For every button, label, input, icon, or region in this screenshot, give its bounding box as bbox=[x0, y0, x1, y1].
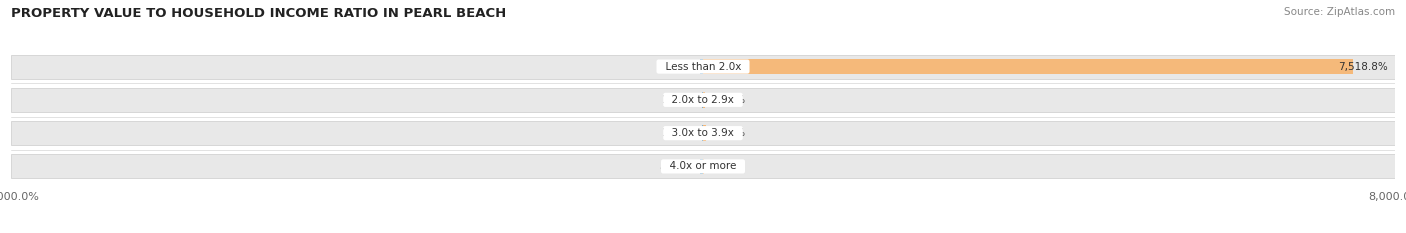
Text: 15.7%: 15.7% bbox=[662, 128, 695, 138]
Bar bbox=[11, 154, 1395, 178]
Text: 23.3%: 23.3% bbox=[711, 95, 745, 105]
Text: 8.9%: 8.9% bbox=[710, 161, 737, 171]
Text: 4.0x or more: 4.0x or more bbox=[664, 161, 742, 171]
Bar bbox=[700, 59, 703, 74]
Text: 33.7%: 33.7% bbox=[659, 62, 693, 72]
Text: 7,518.8%: 7,518.8% bbox=[1339, 62, 1388, 72]
Text: 2.0x to 2.9x: 2.0x to 2.9x bbox=[665, 95, 741, 105]
Text: PROPERTY VALUE TO HOUSEHOLD INCOME RATIO IN PEARL BEACH: PROPERTY VALUE TO HOUSEHOLD INCOME RATIO… bbox=[11, 7, 506, 20]
Text: 3.0x to 3.9x: 3.0x to 3.9x bbox=[665, 128, 741, 138]
Text: 31.4%: 31.4% bbox=[713, 128, 745, 138]
Text: Less than 2.0x: Less than 2.0x bbox=[658, 62, 748, 72]
Bar bbox=[11, 55, 1395, 79]
Bar bbox=[11, 121, 1395, 145]
Bar bbox=[703, 59, 1353, 74]
Bar bbox=[703, 125, 706, 141]
Text: 38.9%: 38.9% bbox=[659, 161, 693, 171]
Text: Source: ZipAtlas.com: Source: ZipAtlas.com bbox=[1284, 7, 1395, 17]
Text: 11.8%: 11.8% bbox=[662, 95, 695, 105]
Bar bbox=[703, 92, 704, 108]
Bar bbox=[11, 88, 1395, 112]
Bar bbox=[700, 159, 703, 174]
